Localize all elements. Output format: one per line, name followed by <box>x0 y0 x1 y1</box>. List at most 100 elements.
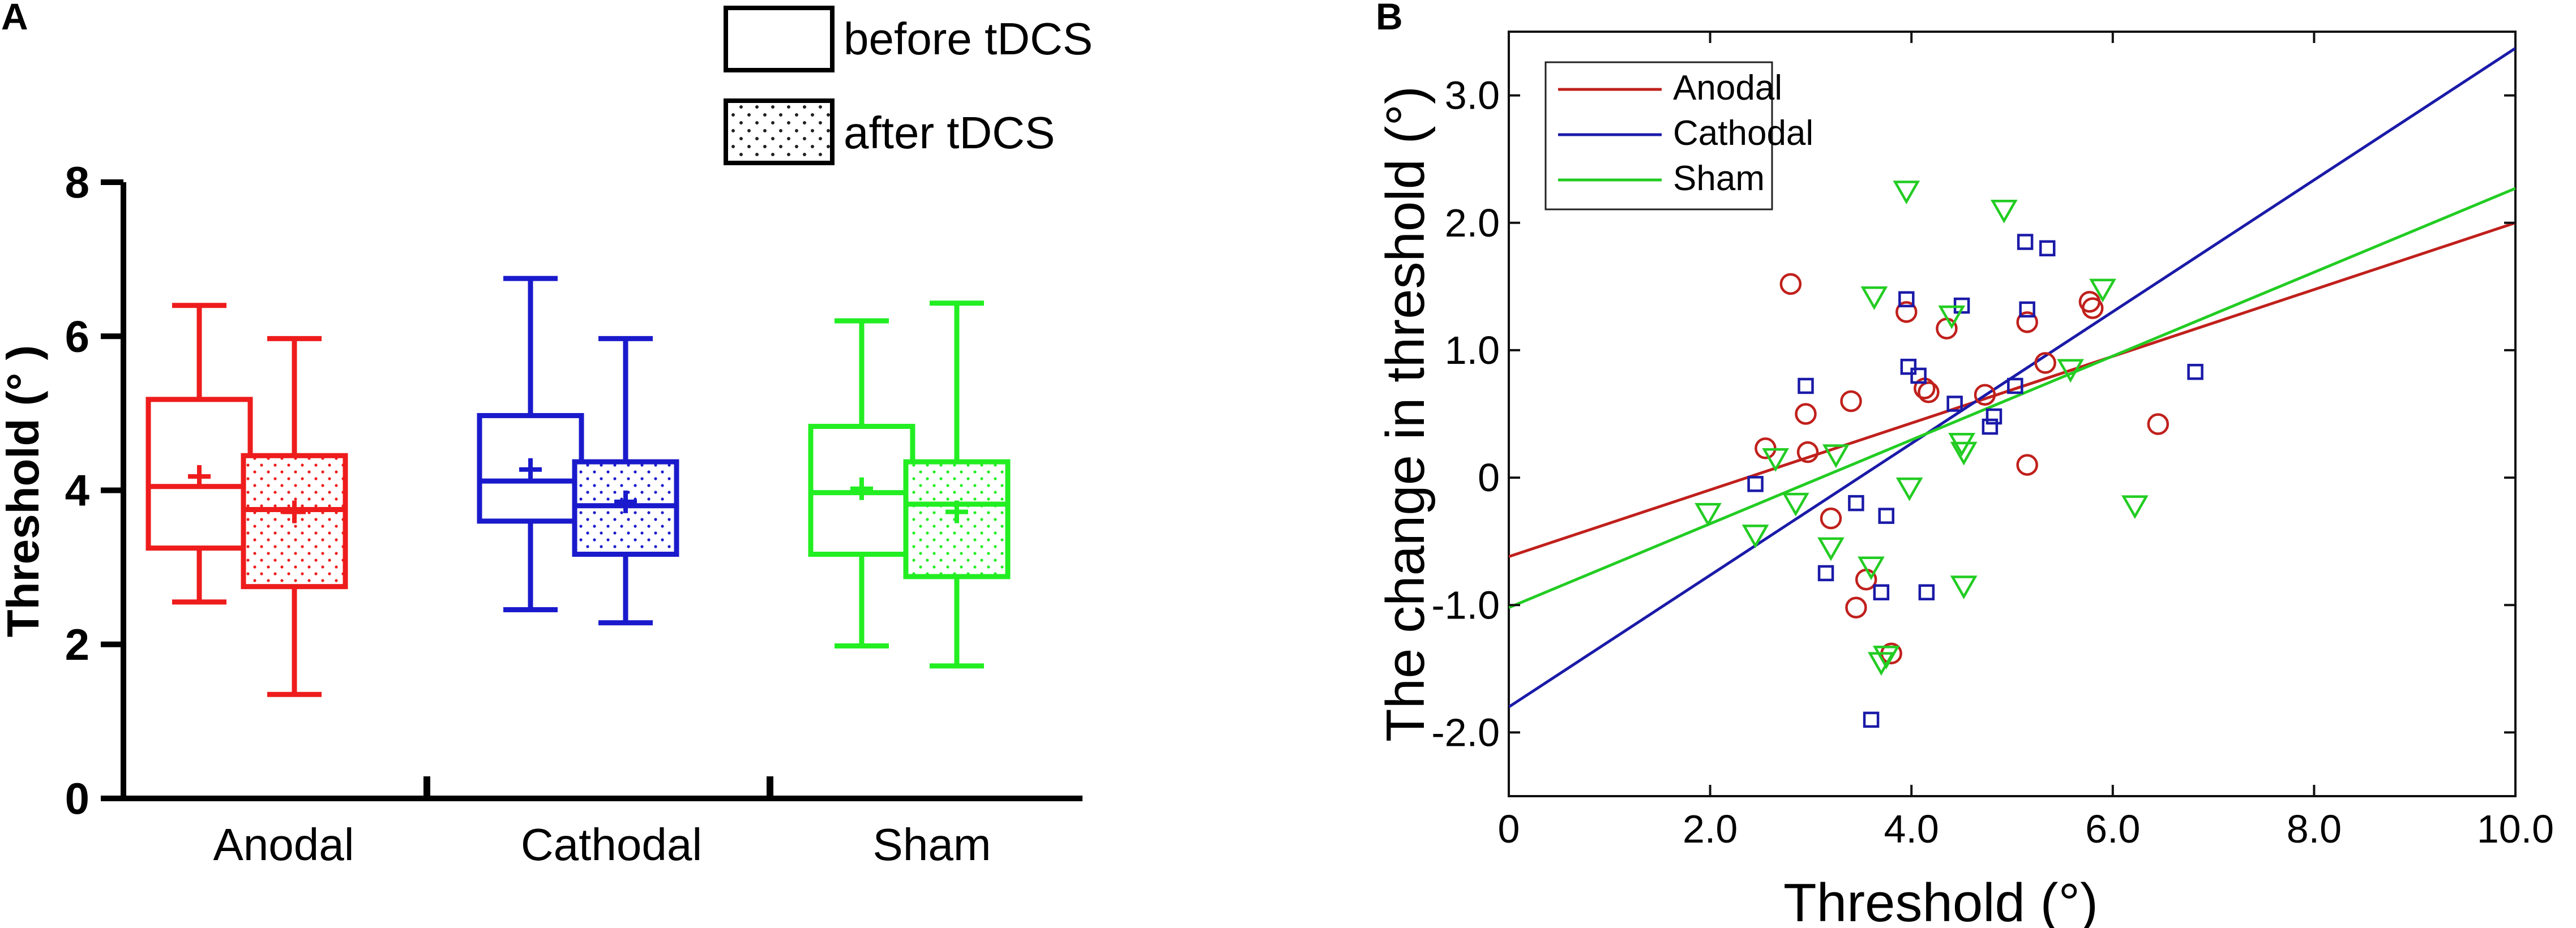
data-point <box>1741 525 1769 548</box>
data-point <box>1848 495 1864 512</box>
data-point <box>1779 273 1802 295</box>
y-tick-label-a: 0 <box>65 774 89 823</box>
y-tick-label-a: 6 <box>65 311 89 361</box>
data-point <box>1986 408 2002 425</box>
data-point <box>1898 291 1915 308</box>
data-point <box>2007 377 2023 394</box>
y-tick-label-b: 2.0 <box>1445 201 1500 245</box>
y-tick-label-b: -2.0 <box>1431 710 1500 754</box>
box-cathodal-after <box>572 336 679 626</box>
series-sham <box>1694 181 2149 676</box>
category-label-sham: Sham <box>873 819 991 870</box>
data-point <box>2019 301 2035 318</box>
data-point <box>2147 413 2170 435</box>
series-cathodal <box>1747 234 2203 728</box>
data-point <box>1910 367 1927 384</box>
x-tick-label-b: 4.0 <box>1884 807 1939 851</box>
data-point <box>1872 646 1900 669</box>
data-point <box>1878 508 1894 524</box>
box-anodal-before <box>146 303 253 605</box>
data-point <box>2057 359 2085 383</box>
fit-line-sham <box>1509 187 2515 609</box>
legend-b: Anodal Cathodal Sham <box>1544 61 1813 210</box>
data-point <box>2016 311 2038 333</box>
y-axis-label-b: The change in threshold (°) <box>1375 86 1436 742</box>
y-tick-label-a: 2 <box>65 620 89 669</box>
fit-lines-b <box>1509 47 2515 708</box>
data-point <box>1798 377 1814 394</box>
category-labels-a: Anodal Cathodal Sham <box>213 819 991 870</box>
data-point <box>2039 240 2056 257</box>
data-point <box>1918 381 1940 403</box>
y-tick-label-b: -1.0 <box>1431 583 1500 627</box>
data-point <box>1822 444 1850 469</box>
data-point <box>1858 556 1885 581</box>
group-separators-a <box>423 776 773 798</box>
data-point <box>2121 495 2149 519</box>
category-label-cathodal: Cathodal <box>521 819 702 870</box>
panel-b-letter: B <box>1376 0 1403 37</box>
x-tick-label-b: 2.0 <box>1683 807 1738 851</box>
data-point <box>2089 278 2116 303</box>
panel-a-box-plot: A before tDCS after tDCS 0 2 4 6 8 Threshold… <box>0 0 1093 870</box>
data-point <box>1873 584 1890 600</box>
x-tick-label-b: 8.0 <box>2287 807 2342 851</box>
legend-label-sham: Sham <box>1673 159 1765 198</box>
data-point <box>2016 454 2038 476</box>
x-tick-label-b: 6.0 <box>2085 807 2140 851</box>
legend-after-swatch <box>724 98 835 165</box>
data-point <box>2081 297 2104 319</box>
y-tick-label-b: 1.0 <box>1445 328 1500 372</box>
scatter-points-b <box>1694 181 2203 728</box>
box-sham-after <box>903 300 1011 669</box>
data-point <box>1840 390 1862 413</box>
y-tick-label-a: 4 <box>65 466 89 515</box>
box-anodal-after <box>241 336 348 697</box>
y-ticks-a: 0 2 4 6 8 <box>65 157 123 823</box>
data-point <box>1747 476 1764 492</box>
series-anodal <box>1755 273 2170 665</box>
data-point <box>1982 418 1999 435</box>
x-axis-label-b: Threshold (°) <box>1783 873 2098 928</box>
legend-before-label: before tDCS <box>844 14 1093 64</box>
data-point <box>1895 301 1918 323</box>
data-point <box>1795 403 1817 425</box>
data-point <box>1782 492 1809 517</box>
data-point <box>1860 286 1888 310</box>
data-point <box>2187 363 2203 380</box>
legend-before-swatch <box>724 6 835 72</box>
data-point <box>1817 537 1845 561</box>
data-point <box>1762 448 1790 472</box>
boxes-a <box>146 276 1011 697</box>
data-point <box>1950 441 1978 466</box>
y-tick-label-a: 8 <box>65 157 89 207</box>
data-point <box>1938 305 1966 329</box>
data-point <box>1974 384 1996 406</box>
box-sham-before <box>808 318 915 648</box>
x-tick-label-b: 10.0 <box>2477 807 2554 851</box>
data-point <box>1946 396 1963 412</box>
x-tick-label-b: 0 <box>1498 807 1520 851</box>
ticks-b: 0 2.0 4.0 6.0 8.0 10.0 -2.0 -1.0 0 1.0 2.0 3.0 <box>1431 32 2554 851</box>
panel-b-scatter-plot: B 0 2.0 4.0 6.0 8.0 10.0 -2.0 -1.0 0 1.0 2.0 3.0 Th… <box>1375 0 2554 928</box>
panel-a-letter: A <box>1 0 28 37</box>
data-point <box>1895 477 1923 501</box>
y-axis-label-a: Threshold (° ) <box>0 345 48 637</box>
legend-label-anodal: Anodal <box>1673 68 1782 108</box>
data-point <box>1893 181 1920 204</box>
data-point <box>1900 358 1917 375</box>
fit-line-cathodal <box>1509 47 2515 708</box>
y-tick-label-b: 0 <box>1478 456 1500 500</box>
data-point <box>1820 507 1842 530</box>
legend-after-label: after tDCS <box>844 108 1055 158</box>
legend-label-cathodal: Cathodal <box>1673 114 1813 153</box>
data-point <box>1950 575 1978 600</box>
data-point <box>1817 565 1834 582</box>
data-point <box>1694 502 1722 527</box>
data-point <box>1796 441 1819 463</box>
data-point <box>1918 584 1935 600</box>
data-point <box>2017 234 2034 250</box>
data-point <box>1990 199 2018 224</box>
data-point <box>1845 596 1867 619</box>
